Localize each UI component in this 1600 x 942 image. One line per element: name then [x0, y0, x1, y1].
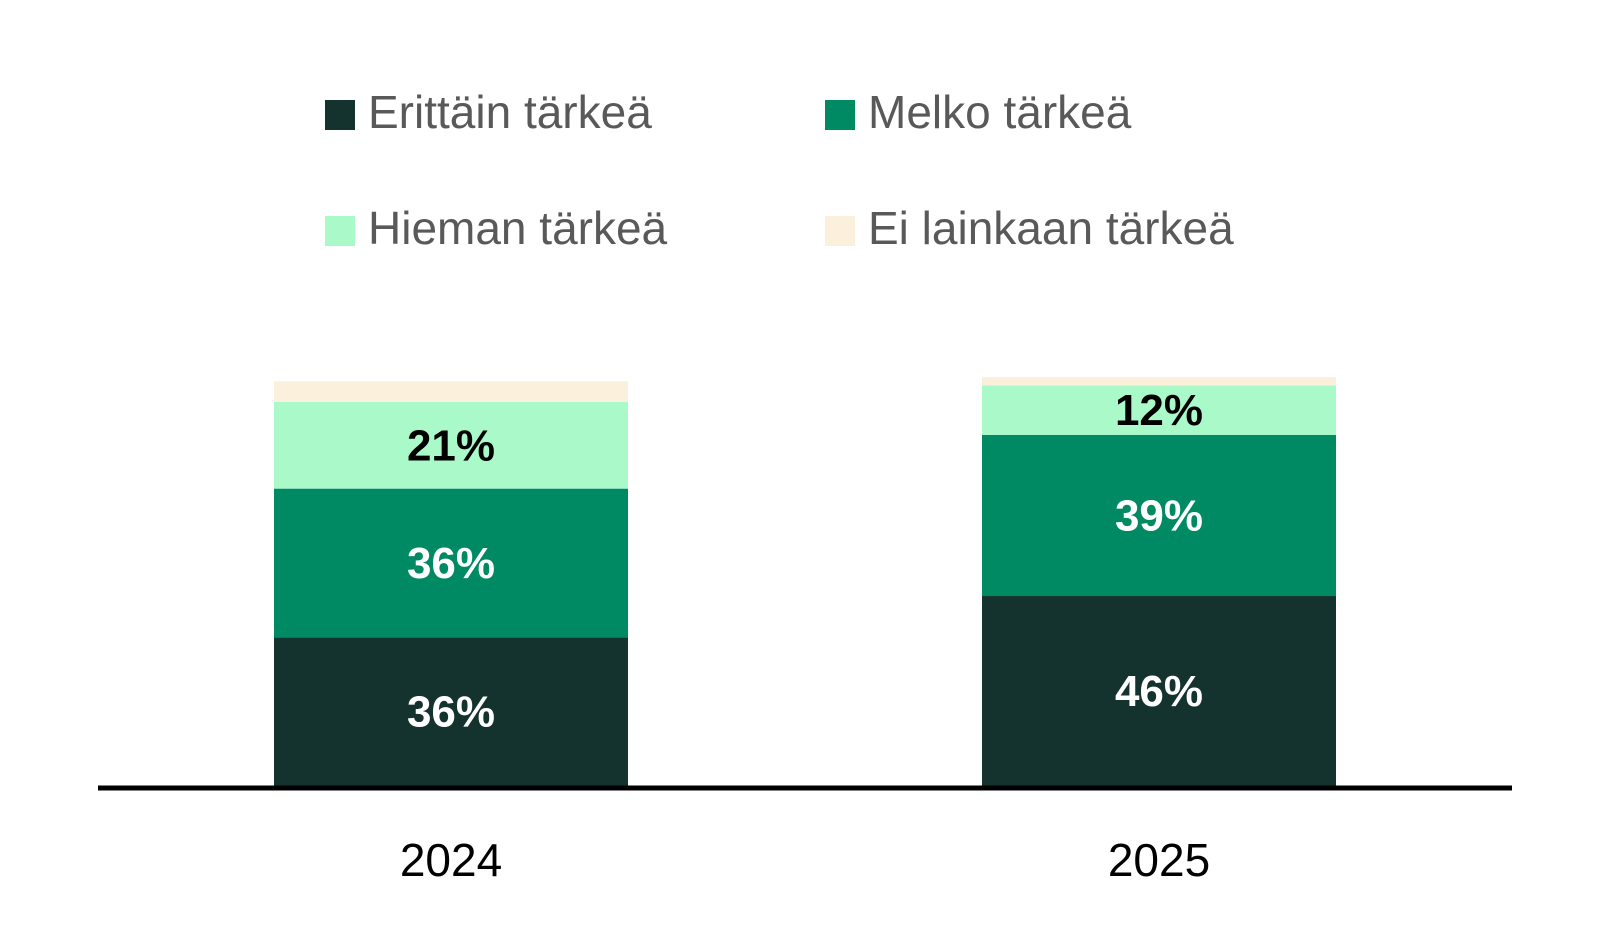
legend-label-1: Erittäin tärkeä: [368, 86, 652, 138]
legend-label-3: Hieman tärkeä: [368, 202, 668, 254]
x-tick-label-2024: 2024: [400, 834, 502, 886]
value-label-2024-series-1: 36%: [407, 688, 495, 737]
value-label-2025-series-1: 46%: [1115, 667, 1203, 716]
bars: [274, 377, 1336, 786]
value-label-2024-series-2: 36%: [407, 539, 495, 588]
value-label-2024-series-3: 21%: [407, 421, 495, 470]
bar-2024-series-1: [274, 637, 628, 786]
bar-2025-series-3: [982, 385, 1336, 435]
bar-2024-series-2: [274, 488, 628, 638]
x-axis-ticks: 2024 2025: [400, 834, 1210, 886]
legend-swatch-1: [325, 100, 355, 130]
bar-2024-series-3: [274, 401, 628, 489]
legend-swatch-3: [325, 216, 355, 246]
bar-2025-series-4: [982, 377, 1336, 386]
legend-swatch-2: [825, 100, 855, 130]
legend-label-4: Ei lainkaan tärkeä: [868, 202, 1234, 254]
bar-2025-series-1: [982, 596, 1336, 786]
bar-2024-series-4: [274, 381, 628, 402]
legend: Erittäin tärkeä Melko tärkeä Hieman tärkeä…: [325, 86, 1234, 254]
value-labels: 36% 36% 21% 46% 39% 12%: [407, 386, 1203, 736]
legend-swatch-4: [825, 216, 855, 246]
value-label-2025-series-3: 12%: [1115, 386, 1203, 435]
x-tick-label-2025: 2025: [1108, 834, 1210, 886]
value-label-2025-series-2: 39%: [1115, 491, 1203, 540]
legend-label-2: Melko tärkeä: [868, 86, 1132, 138]
bar-2025-series-2: [982, 434, 1336, 597]
